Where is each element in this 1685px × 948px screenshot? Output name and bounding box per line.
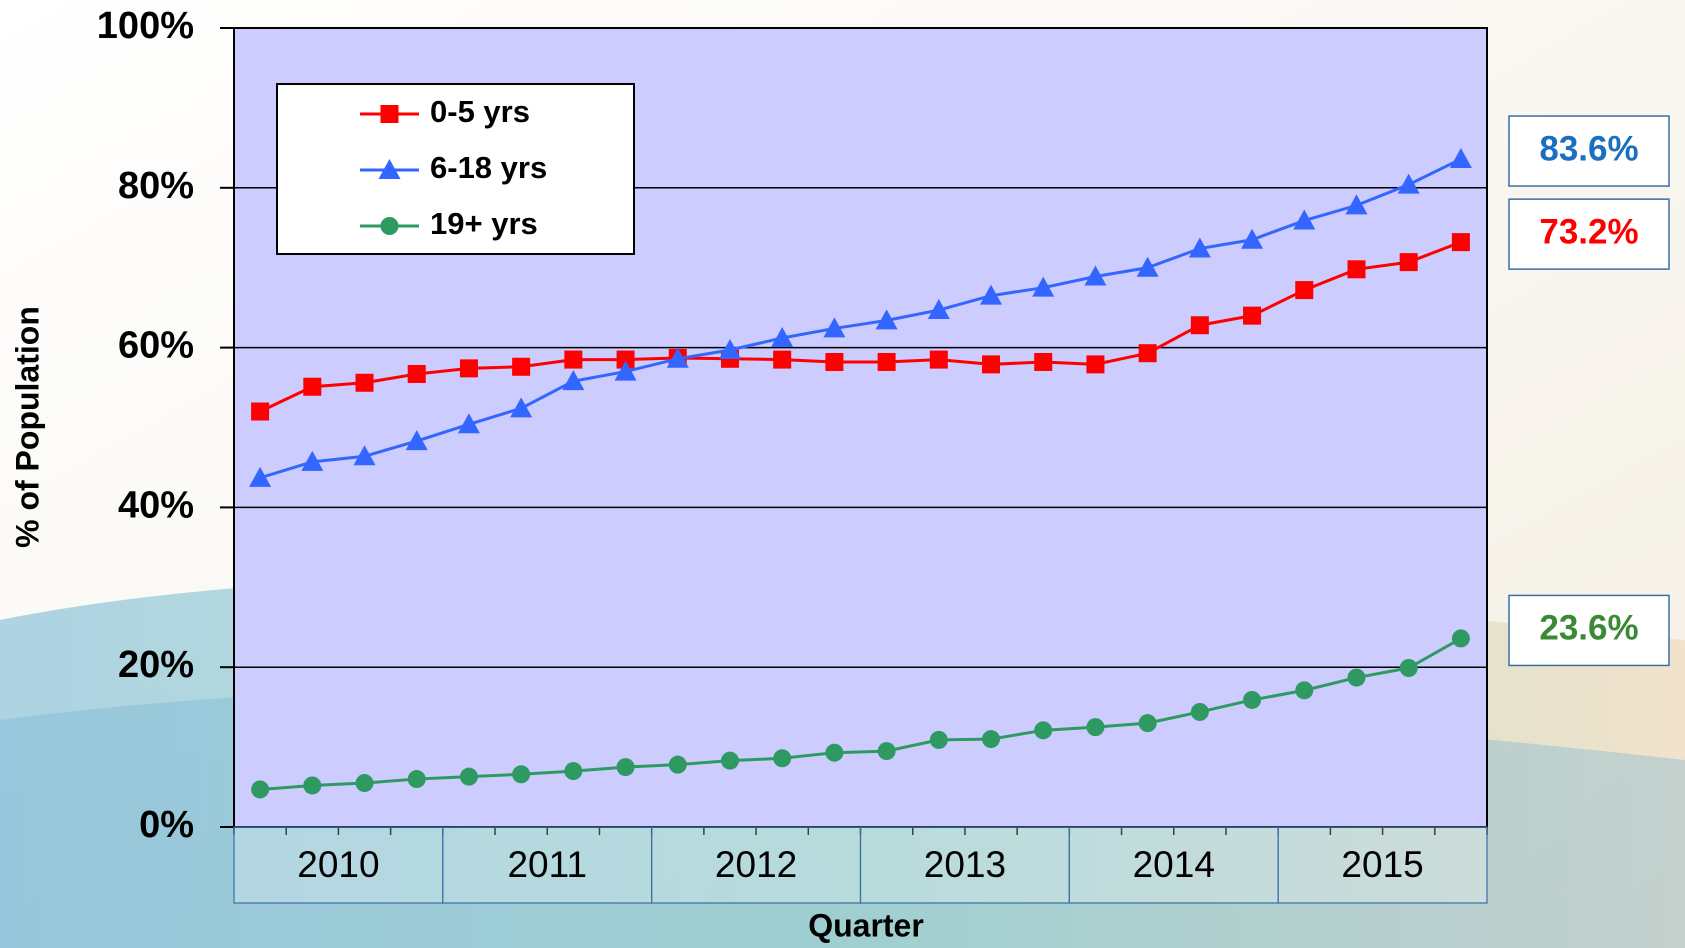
marker — [381, 217, 399, 235]
value-label: 23.6% — [1539, 609, 1638, 648]
marker — [1295, 281, 1313, 299]
y-tick-label: 20% — [118, 644, 194, 686]
marker — [878, 742, 896, 760]
marker — [669, 756, 687, 774]
marker — [982, 355, 1000, 373]
chart: 0% 20% 40% 60% 80% 100% 2010 2011 2012 2013 2014 20… — [0, 0, 1685, 948]
marker — [564, 762, 582, 780]
marker — [773, 749, 791, 767]
marker — [1347, 260, 1365, 278]
x-group-label: 2013 — [924, 844, 1006, 885]
marker — [930, 351, 948, 369]
marker — [1034, 721, 1052, 739]
marker — [1139, 714, 1157, 732]
y-tick-label: 60% — [118, 325, 194, 367]
marker — [617, 758, 635, 776]
value-label: 83.6% — [1539, 129, 1638, 168]
marker — [1139, 344, 1157, 362]
marker — [1400, 253, 1418, 271]
marker — [1452, 629, 1470, 647]
marker — [1086, 355, 1104, 373]
marker — [303, 378, 321, 396]
legend-label: 0-5 yrs — [430, 94, 530, 129]
y-tick-label: 0% — [139, 804, 194, 846]
y-tick-label: 80% — [118, 165, 194, 207]
marker — [512, 765, 530, 783]
marker — [982, 730, 1000, 748]
marker — [1347, 669, 1365, 687]
marker — [512, 358, 530, 376]
x-axis-label: Quarter — [808, 907, 924, 943]
marker — [251, 780, 269, 798]
marker — [408, 770, 426, 788]
y-tick-label: 40% — [118, 484, 194, 526]
marker — [460, 359, 478, 377]
marker — [721, 752, 739, 770]
marker — [381, 105, 399, 123]
marker — [825, 353, 843, 371]
marker — [1034, 353, 1052, 371]
marker — [825, 744, 843, 762]
marker — [1086, 718, 1104, 736]
marker — [251, 403, 269, 421]
marker — [878, 353, 896, 371]
marker — [356, 374, 374, 392]
x-group-label: 2012 — [715, 844, 797, 885]
marker — [460, 768, 478, 786]
x-group-label: 2015 — [1341, 844, 1423, 885]
marker — [773, 351, 791, 369]
marker — [1243, 691, 1261, 709]
legend-label: 6-18 yrs — [430, 150, 547, 185]
marker — [1191, 703, 1209, 721]
marker — [1295, 681, 1313, 699]
y-tick-label: 100% — [97, 5, 194, 47]
marker — [564, 351, 582, 369]
legend-label: 19+ yrs — [430, 206, 538, 241]
marker — [1243, 307, 1261, 325]
value-label: 73.2% — [1539, 212, 1638, 251]
page: {"chart_data": {"type": "line", "y_label… — [0, 0, 1685, 948]
legend: 0-5 yrs 6-18 yrs 19+ yrs — [277, 84, 634, 254]
marker — [930, 731, 948, 749]
y-axis-label: % of Population — [9, 306, 45, 548]
marker — [1191, 316, 1209, 334]
x-group-label: 2010 — [297, 844, 379, 885]
x-group-label: 2014 — [1133, 844, 1215, 885]
x-group-label: 2011 — [507, 844, 587, 885]
marker — [356, 774, 374, 792]
marker — [303, 776, 321, 794]
marker — [408, 365, 426, 383]
marker — [1400, 659, 1418, 677]
marker — [1452, 233, 1470, 251]
